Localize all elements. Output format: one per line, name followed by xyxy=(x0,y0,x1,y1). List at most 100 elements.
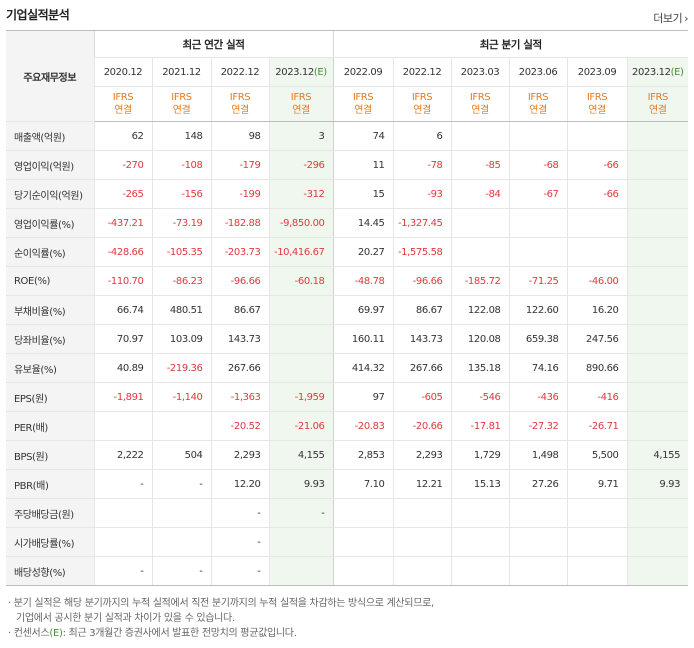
accounting-basis-header: IFRS 연결 xyxy=(268,86,334,122)
ifrs-label: IFRS xyxy=(527,92,549,103)
table-cell xyxy=(626,237,689,267)
table-cell: 20.27 xyxy=(332,237,394,267)
note-line-2: 기업에서 공시한 분기 실적과 차이가 있을 수 있습니다. xyxy=(16,613,235,624)
table-cell xyxy=(626,150,689,180)
table-cell xyxy=(626,382,689,412)
table-cell xyxy=(566,121,628,151)
table-cell: 4,155 xyxy=(268,440,334,470)
table-cell: -270 xyxy=(93,150,152,180)
period-header: 2023.09 xyxy=(566,57,628,87)
table-cell: 1,729 xyxy=(450,440,510,470)
table-cell: -73.19 xyxy=(151,208,211,238)
table-cell: 3 xyxy=(268,121,334,151)
estimate-mark: (E) xyxy=(313,66,327,78)
table-row: 매출액(억원) 62 148 98 3 74 6 xyxy=(6,121,689,151)
table-row: 주당배당금(원) - - xyxy=(6,498,689,528)
period-label: 2023.06 xyxy=(518,66,558,78)
table-cell: 40.89 xyxy=(93,353,152,383)
table-cell xyxy=(566,237,628,267)
table-cell xyxy=(268,527,334,557)
table-cell: - xyxy=(93,469,152,499)
row-label: 부채비율(%) xyxy=(6,295,94,325)
table-cell: - xyxy=(151,469,211,499)
period-header: 2021.12 xyxy=(151,57,211,87)
consolidated-label: 연결 xyxy=(292,105,310,116)
ifrs-label: IFRS xyxy=(112,92,134,103)
table-cell: -312 xyxy=(268,179,334,209)
table-cell: 74.16 xyxy=(508,353,568,383)
table-cell xyxy=(268,324,334,354)
consolidated-label: 연결 xyxy=(114,105,132,116)
table-row: 당좌비율(%) 70.97 103.09 143.73 160.11 143.73 120.… xyxy=(6,324,689,354)
table-cell: -20.52 xyxy=(210,411,269,441)
table-cell xyxy=(626,179,689,209)
table-cell: 2,293 xyxy=(392,440,452,470)
period-header: 2023.03 xyxy=(450,57,510,87)
table-cell xyxy=(392,556,452,586)
more-link[interactable]: 더보기 › xyxy=(653,10,688,26)
row-label: 영업이익(억원) xyxy=(6,150,94,180)
table-cell: -1,891 xyxy=(93,382,152,412)
table-cell: - xyxy=(210,527,269,557)
table-cell xyxy=(268,353,334,383)
table-cell xyxy=(566,556,628,586)
consolidated-label: 연결 xyxy=(231,105,249,116)
table-cell: -179 xyxy=(210,150,269,180)
table-cell xyxy=(151,527,211,557)
consolidated-label: 연결 xyxy=(413,105,431,116)
table-cell: 659.38 xyxy=(508,324,568,354)
table-cell: 11 xyxy=(332,150,394,180)
table-row: 시가배당률(%) - xyxy=(6,527,689,557)
table-cell: 267.66 xyxy=(392,353,452,383)
accounting-basis-header: IFRS 연결 xyxy=(450,86,510,122)
table-cell: 97 xyxy=(332,382,394,412)
row-label: 시가배당률(%) xyxy=(6,527,94,557)
table-cell: 16.20 xyxy=(566,295,628,325)
table-cell: 480.51 xyxy=(151,295,211,325)
row-label: 당좌비율(%) xyxy=(6,324,94,354)
table-cell: 15.13 xyxy=(450,469,510,499)
period-header: 2023.12(E) xyxy=(626,57,689,87)
table-cell xyxy=(508,237,568,267)
table-cell: 27.26 xyxy=(508,469,568,499)
period-label: 2022.12 xyxy=(220,66,260,78)
more-label: 더보기 xyxy=(653,12,683,25)
table-cell xyxy=(566,208,628,238)
table-cell: -20.66 xyxy=(392,411,452,441)
table-cell: -1,575.58 xyxy=(392,237,452,267)
row-label: BPS(원) xyxy=(6,440,94,470)
period-label: 2023.03 xyxy=(460,66,500,78)
table-cell xyxy=(151,411,211,441)
table-cell: -416 xyxy=(566,382,628,412)
table-cell: -219.36 xyxy=(151,353,211,383)
row-label: 배당성향(%) xyxy=(6,556,94,586)
table-cell: 5,500 xyxy=(566,440,628,470)
accounting-basis-header: IFRS 연결 xyxy=(151,86,211,122)
table-cell: -71.25 xyxy=(508,266,568,296)
table-cell xyxy=(508,556,568,586)
estimate-mark: (E) xyxy=(670,66,684,78)
footnotes: · 분기 실적은 해당 분기까지의 누적 실적에서 직전 분기까지의 누적 실적… xyxy=(8,596,434,641)
table-cell xyxy=(626,208,689,238)
row-label: 영업이익률(%) xyxy=(6,208,94,238)
table-cell: 120.08 xyxy=(450,324,510,354)
table-cell xyxy=(508,121,568,151)
period-label: 2023.12 xyxy=(632,66,671,78)
consolidated-label: 연결 xyxy=(172,105,191,116)
table-cell xyxy=(93,411,152,441)
corner-header: 주요재무정보 xyxy=(6,30,94,122)
table-cell: 148 xyxy=(151,121,211,151)
table-cell: 247.56 xyxy=(566,324,628,354)
row-label: 유보율(%) xyxy=(6,353,94,383)
table-row: 영업이익(억원) -270 -108 -179 -296 11 -78 -85 -68 -66 xyxy=(6,150,689,180)
table-cell xyxy=(626,353,689,383)
financial-table: 주요재무정보 최근 연간 실적 최근 분기 실적 2020.12 2021.12 2022… xyxy=(6,30,689,586)
annual-group-header: 최근 연간 실적 xyxy=(93,30,334,58)
table-cell: -265 xyxy=(93,179,152,209)
row-label: 당기순이익(억원) xyxy=(6,179,94,209)
table-cell xyxy=(626,498,689,528)
table-cell: -185.72 xyxy=(450,266,510,296)
table-cell: 135.18 xyxy=(450,353,510,383)
ifrs-label: IFRS xyxy=(290,92,312,103)
table-cell: -66 xyxy=(566,150,628,180)
